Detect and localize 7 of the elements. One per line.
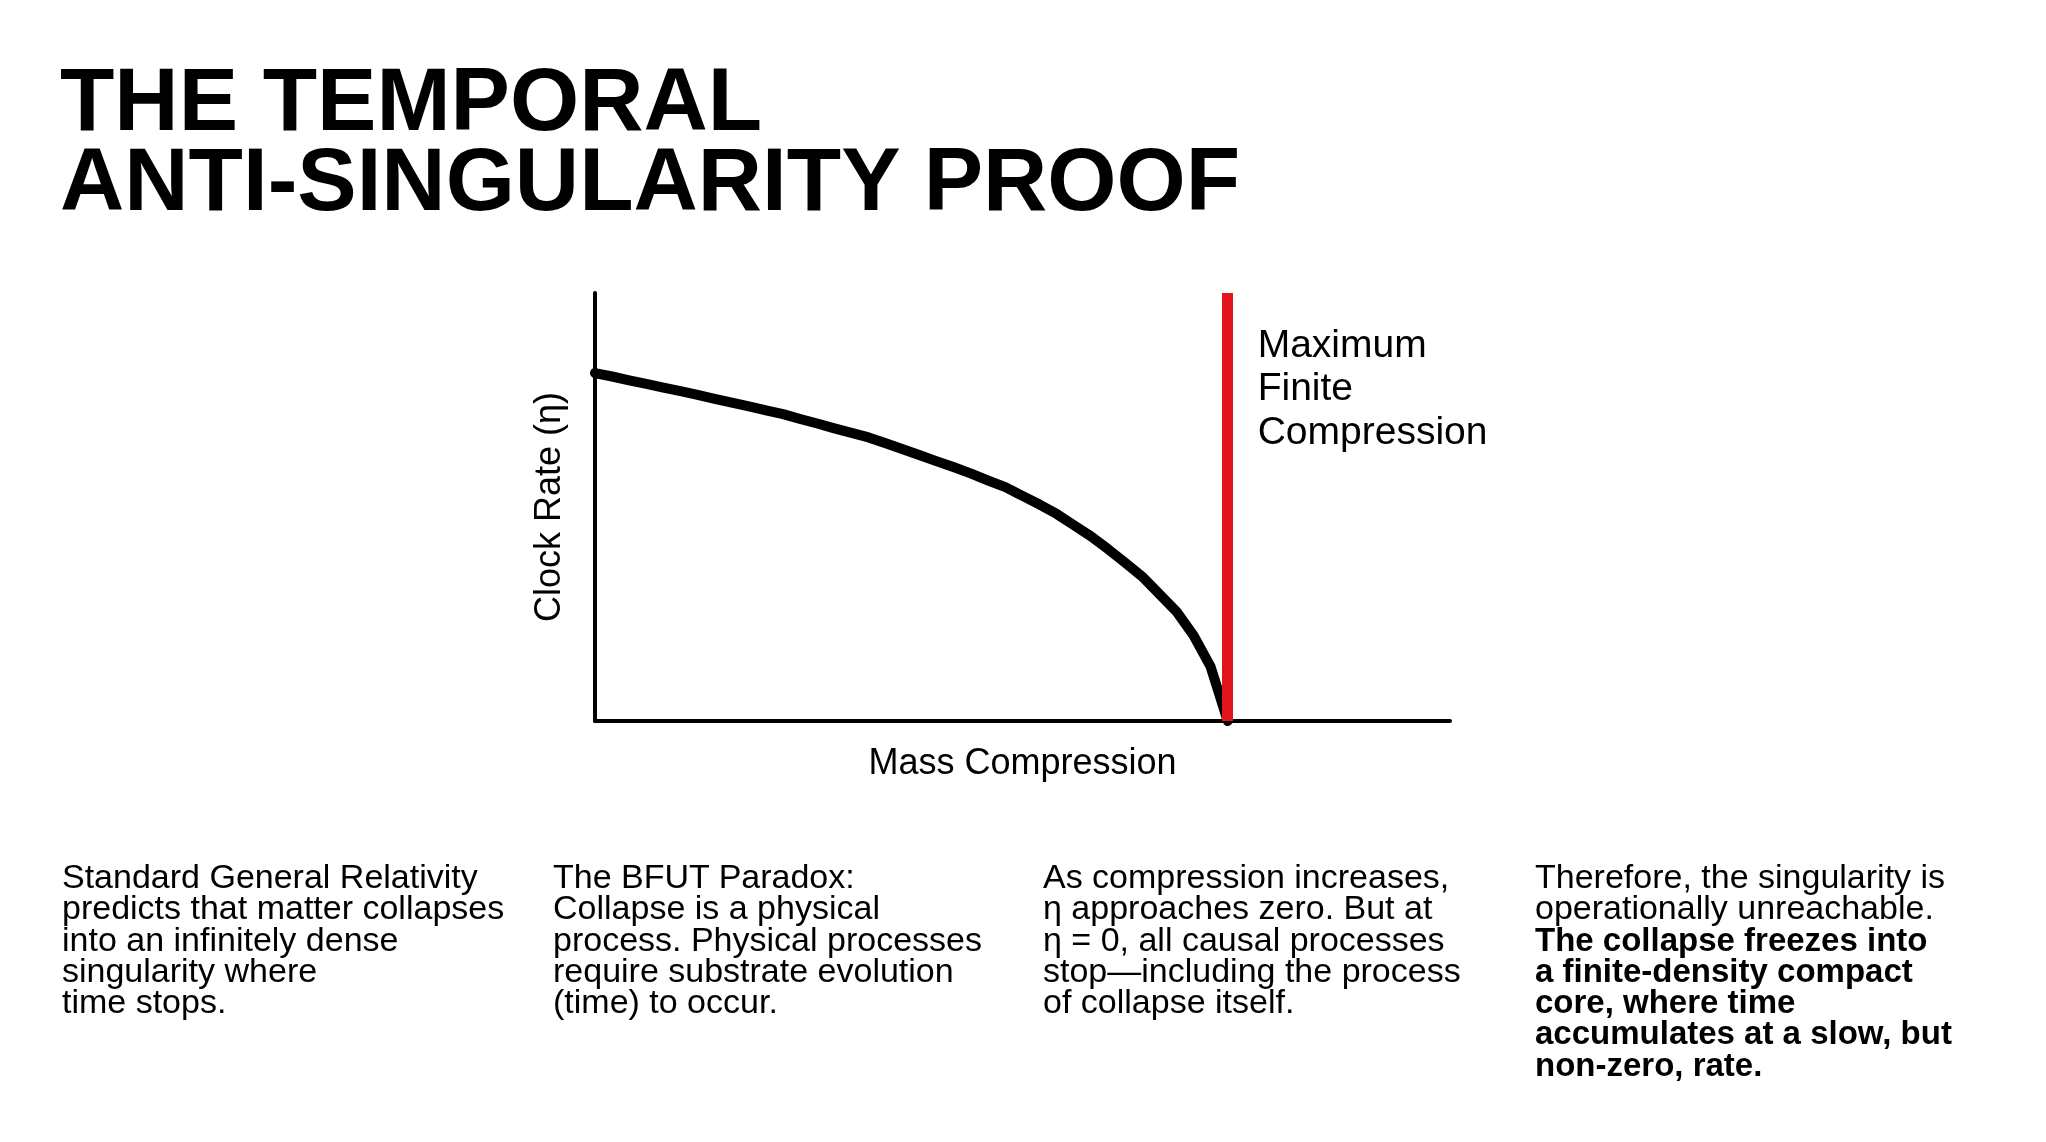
y-axis-title: Clock Rate (η) <box>526 391 568 623</box>
chart-title: THE TEMPORAL ANTI-SINGULARITY PROOF <box>60 49 1241 229</box>
text: The BFUT Paradox: Collapse is a physical process. Physical processes require substrate evolution (time) to occur. <box>553 857 982 1021</box>
text: As compression increases, η approaches zero. But at η = 0, all causal processes stop—including the process of collapse itself. <box>1043 857 1461 1021</box>
annotation: Maximum Finite Compression <box>1257 322 1489 452</box>
x-axis-title: Mass Compression <box>868 740 1177 782</box>
text: Standard General Relativity predicts that matter collapses into an infinitely dense singularity where time stops. <box>62 857 505 1021</box>
